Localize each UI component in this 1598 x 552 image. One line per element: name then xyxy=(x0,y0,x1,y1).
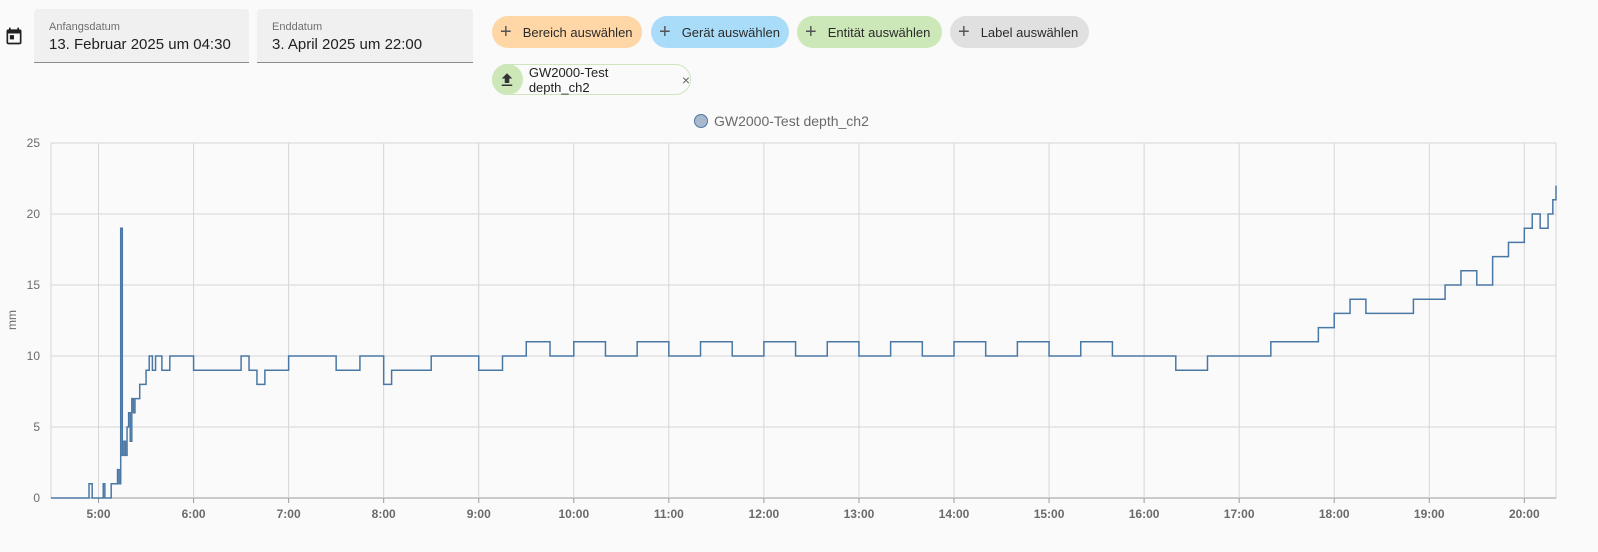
x-tick-label: 12:00 xyxy=(749,507,780,521)
y-axis-label: mm xyxy=(5,310,19,330)
legend-series-name: GW2000-Test depth_ch2 xyxy=(714,113,869,129)
x-tick-label: 6:00 xyxy=(182,507,206,521)
history-chart: 0 5 10 15 20 25 5:00 6:00 7:00 8:00 9:00 10:00 11:00… xyxy=(5,113,1557,521)
x-tick-label: 5:00 xyxy=(87,507,111,521)
x-tick-label: 17:00 xyxy=(1224,507,1255,521)
x-tick-label: 9:00 xyxy=(467,507,491,521)
end-date-label: Enddatum xyxy=(272,21,323,33)
select-entity-chip[interactable]: + Entität auswählen xyxy=(797,16,942,48)
select-device-label: Gerät auswählen xyxy=(681,24,780,40)
x-tick-label: 7:00 xyxy=(277,507,301,521)
plus-icon: + xyxy=(659,21,671,43)
x-tick-label: 11:00 xyxy=(654,507,684,521)
x-tick-label: 8:00 xyxy=(372,507,396,521)
selected-entity-name: GW2000-Test depth_ch2 xyxy=(528,64,609,95)
x-tick-label: 20:00 xyxy=(1509,507,1540,521)
selected-entity-chip[interactable]: GW2000-Test depth_ch2 × xyxy=(492,64,691,95)
plus-icon: + xyxy=(958,21,970,43)
remove-entity-close-icon[interactable]: × xyxy=(681,71,690,88)
x-tick-label: 15:00 xyxy=(1034,507,1065,521)
plot-frame xyxy=(50,142,1557,499)
end-date-value[interactable]: 3. April 2025 um 22:00 xyxy=(272,36,423,53)
chart-axes: 0 5 10 15 20 25 5:00 6:00 7:00 8:00 9:00 10:00 11:00… xyxy=(27,136,1540,521)
select-area-chip[interactable]: + Bereich auswählen xyxy=(492,16,642,48)
y-tick-label: 5 xyxy=(33,420,40,434)
select-label-chip[interactable]: + Label auswählen xyxy=(950,16,1089,48)
x-tick-label: 19:00 xyxy=(1414,507,1445,521)
y-tick-label: 15 xyxy=(27,278,41,292)
select-entity-label: Entität auswählen xyxy=(827,24,931,40)
start-date-value[interactable]: 13. Februar 2025 um 04:30 xyxy=(49,36,231,53)
x-tick-label: 16:00 xyxy=(1129,507,1160,521)
chart-legend[interactable]: GW2000-Test depth_ch2 xyxy=(694,113,870,129)
series-line-depth-ch2 xyxy=(51,185,1557,499)
x-tick-label: 13:00 xyxy=(844,507,875,521)
y-tick-label: 10 xyxy=(27,349,41,363)
y-tick-label: 20 xyxy=(27,207,41,221)
end-date-field[interactable]: Enddatum 3. April 2025 um 22:00 xyxy=(257,9,473,63)
plus-icon: + xyxy=(805,21,817,43)
x-tick-label: 14:00 xyxy=(939,507,970,521)
select-device-chip[interactable]: + Gerät auswählen xyxy=(651,16,789,48)
legend-marker xyxy=(694,114,708,128)
start-date-label: Anfangsdatum xyxy=(49,21,120,33)
x-tick-label: 18:00 xyxy=(1319,507,1350,521)
start-date-field[interactable]: Anfangsdatum 13. Februar 2025 um 04:30 xyxy=(34,9,249,63)
chart-series xyxy=(51,185,1557,499)
chart-grid xyxy=(50,142,1557,499)
y-tick-label: 25 xyxy=(27,136,41,150)
calendar-icon[interactable] xyxy=(4,26,24,46)
select-area-label: Bereich auswählen xyxy=(522,24,633,40)
upload-icon xyxy=(492,64,523,95)
select-label-label: Label auswählen xyxy=(980,24,1079,40)
plus-icon: + xyxy=(500,21,512,43)
x-tick-label: 10:00 xyxy=(558,507,589,521)
y-tick-label: 0 xyxy=(33,491,40,505)
